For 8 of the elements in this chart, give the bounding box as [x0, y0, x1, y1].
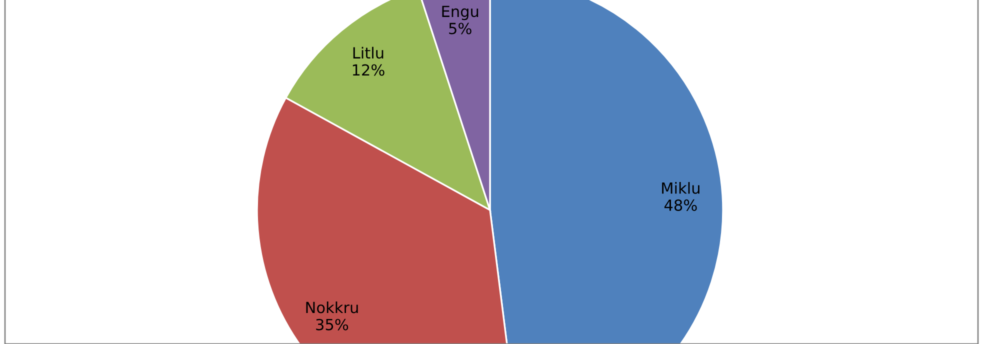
data-label: 35% [316, 318, 348, 330]
data-label: 48% [664, 199, 697, 211]
slice-label: Miklu [662, 182, 700, 194]
slice-label: Litlu [353, 46, 384, 59]
slice-label: Engu [442, 6, 478, 20]
data-label: 12% [352, 64, 384, 76]
slice-label: Nokkru [306, 301, 358, 314]
data-label: 5% [449, 22, 472, 34]
